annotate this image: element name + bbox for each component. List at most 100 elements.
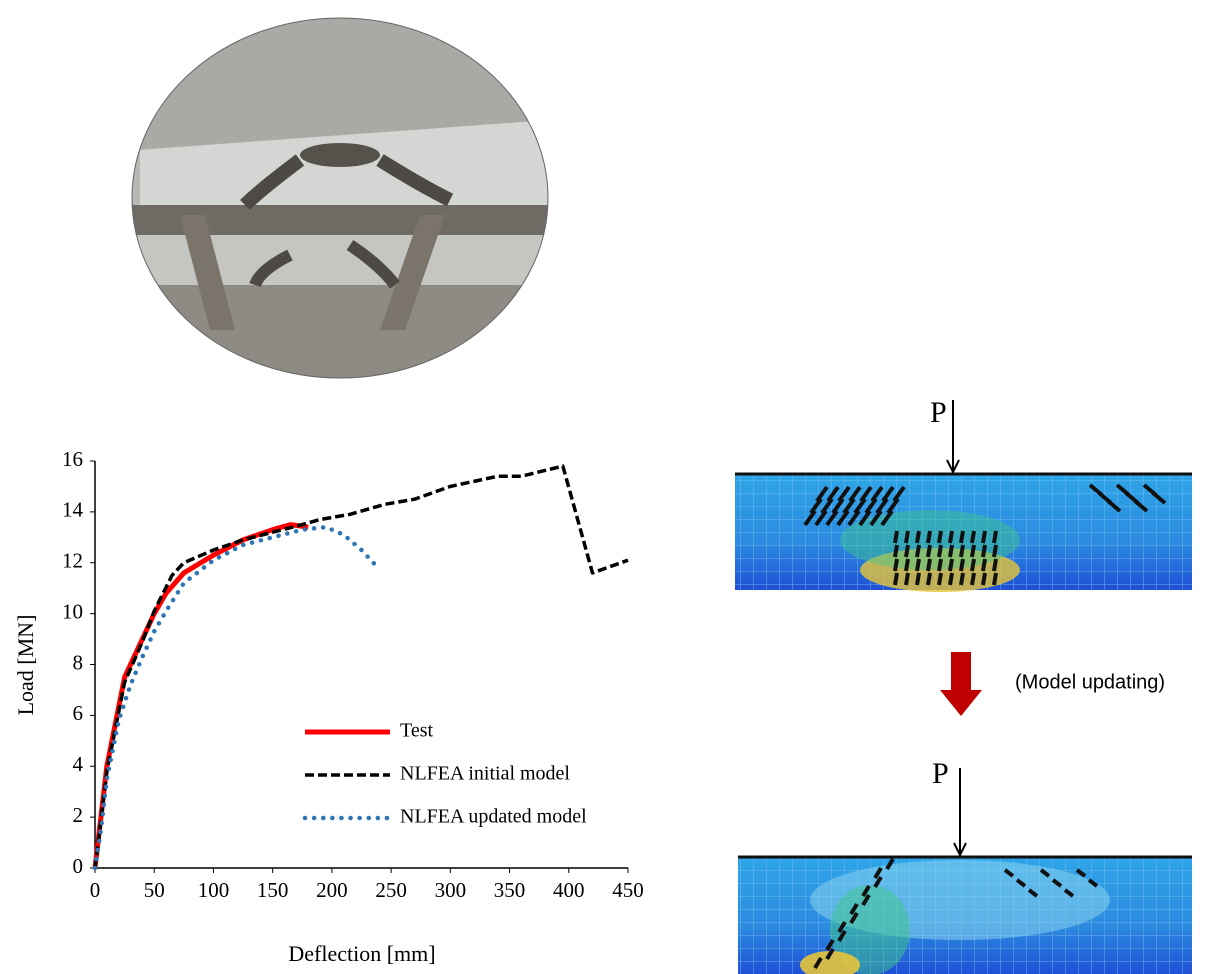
- crack-mark: [992, 530, 998, 544]
- crack-mark: [815, 485, 829, 503]
- crack-mark: [1027, 888, 1039, 898]
- crack-mark: [837, 929, 847, 943]
- crack-mark: [849, 902, 859, 916]
- crack-mark: [893, 572, 899, 586]
- crack-mark: [981, 558, 987, 572]
- crack-mark: [881, 485, 895, 503]
- crack-mark: [803, 509, 817, 527]
- y-tick-label: 2: [73, 803, 84, 827]
- crack-mark: [853, 497, 867, 515]
- crack-mark: [875, 497, 889, 515]
- crack-mark: [992, 558, 998, 572]
- x-tick-label: 250: [375, 878, 407, 902]
- crack-mark: [970, 572, 976, 586]
- y-tick-label: 12: [62, 549, 83, 573]
- crack-mark: [1087, 878, 1099, 888]
- crack-mark: [970, 544, 976, 558]
- y-tick-label: 0: [73, 854, 84, 878]
- x-tick-label: 450: [612, 878, 644, 902]
- crack-mark: [864, 497, 878, 515]
- crack-mark: [992, 572, 998, 586]
- crack-mark: [849, 911, 859, 925]
- crack-mark: [915, 544, 921, 558]
- crack-mark: [837, 485, 851, 503]
- crack-mark: [858, 509, 872, 527]
- crack-mark: [1039, 868, 1051, 878]
- crack-mark: [904, 530, 910, 544]
- crack-mark: [893, 530, 899, 544]
- crack-mark: [992, 544, 998, 558]
- crack-mark: [904, 558, 910, 572]
- y-tick-label: 10: [62, 599, 83, 623]
- update-arrow: [940, 652, 982, 716]
- y-tick-label: 6: [73, 701, 84, 725]
- crack-mark: [981, 544, 987, 558]
- legend-label: Test: [400, 720, 433, 742]
- x-tick-label: 100: [198, 878, 230, 902]
- crack-mark: [1075, 868, 1087, 878]
- crack-mark: [926, 530, 932, 544]
- crack-mark: [814, 509, 828, 527]
- crack-mark: [948, 530, 954, 544]
- crack-mark: [831, 497, 845, 515]
- fe-model-updated: [738, 855, 1192, 974]
- crack-mark: [926, 544, 932, 558]
- crack-mark: [825, 509, 839, 527]
- x-tick-label: 0: [90, 878, 101, 902]
- crack-mark: [842, 497, 856, 515]
- crack-mark: [886, 497, 900, 515]
- crack-mark: [825, 947, 835, 961]
- crack-mark: [1003, 868, 1015, 878]
- crack-mark: [1151, 491, 1167, 505]
- crack-mark: [915, 558, 921, 572]
- legend-label: NLFEA initial model: [400, 763, 570, 785]
- crack-mark: [892, 485, 906, 503]
- crack-mark: [937, 572, 943, 586]
- x-tick-label: 400: [553, 878, 585, 902]
- series-line: [93, 464, 629, 869]
- photo: [132, 18, 548, 378]
- crack-mark: [981, 572, 987, 586]
- crack-mark: [959, 544, 965, 558]
- crack-mark: [861, 893, 871, 907]
- crack-mark: [948, 572, 954, 586]
- crack-mark: [937, 544, 943, 558]
- series-line: [92, 522, 309, 869]
- crack-mark: [1051, 878, 1063, 888]
- load-arrow: [946, 400, 960, 475]
- x-tick-label: 300: [435, 878, 467, 902]
- load-arrow: [953, 768, 967, 858]
- x-tick-label: 350: [494, 878, 526, 902]
- crack-mark: [826, 485, 840, 503]
- x-axis-label: Deflection [mm]: [288, 941, 435, 966]
- crack-mark: [970, 530, 976, 544]
- crack-mark: [893, 558, 899, 572]
- crack-mark: [959, 572, 965, 586]
- crack-mark: [859, 485, 873, 503]
- x-tick-label: 150: [257, 878, 289, 902]
- y-tick-label: 16: [62, 447, 83, 471]
- crack-mark: [837, 920, 847, 934]
- crack-mark: [873, 875, 883, 889]
- crack-mark: [870, 485, 884, 503]
- y-tick-label: 8: [73, 650, 84, 674]
- crack-mark: [904, 544, 910, 558]
- crack-mark: [825, 938, 835, 952]
- load-label: P: [932, 757, 949, 790]
- crack-mark: [861, 884, 871, 898]
- crack-mark: [959, 530, 965, 544]
- crack-mark: [809, 497, 823, 515]
- crack-mark: [820, 497, 834, 515]
- y-tick-label: 4: [73, 752, 84, 776]
- crack-mark: [915, 572, 921, 586]
- crack-mark: [893, 544, 899, 558]
- crack-mark: [1106, 499, 1122, 513]
- chart: Deflection [mm] Load [MN] 0 2 4 6 8 10 12 14 16 0…: [13, 447, 644, 966]
- crack-mark: [926, 558, 932, 572]
- x-tick-label: 50: [144, 878, 165, 902]
- crack-mark: [959, 558, 965, 572]
- crack-mark: [885, 857, 895, 871]
- crack-mark: [926, 572, 932, 586]
- y-axis-label: Load [MN]: [13, 615, 38, 716]
- crack-mark: [847, 509, 861, 527]
